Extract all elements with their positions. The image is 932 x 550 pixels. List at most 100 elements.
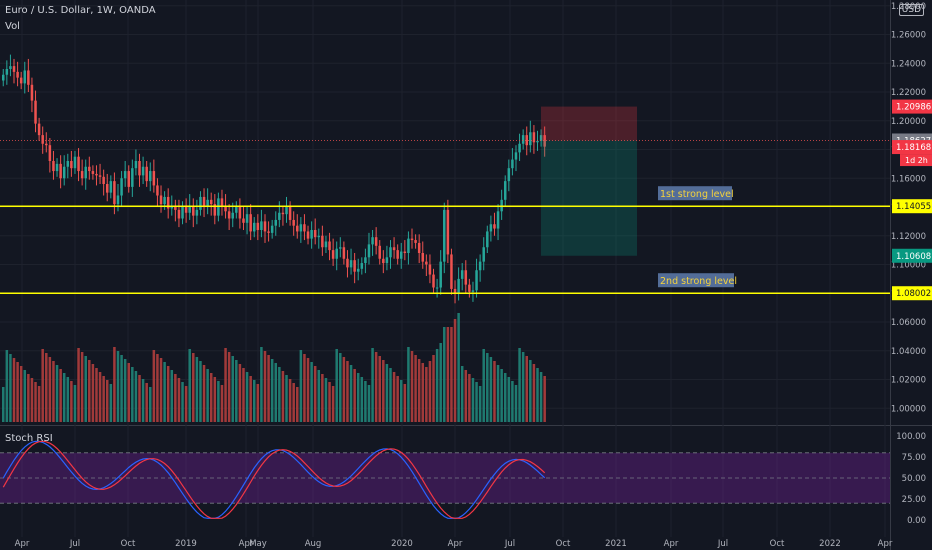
candle-body — [249, 214, 252, 232]
volume-bar — [227, 352, 231, 422]
candle-body — [371, 237, 374, 245]
candle-body — [19, 77, 23, 84]
volume-bar — [382, 360, 385, 422]
candle-body — [536, 140, 539, 143]
candle-body — [195, 209, 199, 216]
volume-bar — [181, 382, 184, 422]
volume-bar — [120, 355, 123, 422]
candle-body — [335, 248, 338, 259]
volume-bar — [443, 327, 446, 422]
volume-bar — [274, 363, 278, 422]
candle-body — [475, 270, 478, 291]
candle-body — [260, 221, 263, 230]
volume-bar — [66, 377, 70, 422]
volume-bar — [170, 370, 174, 422]
candle-body — [278, 212, 281, 220]
candle-body — [5, 69, 9, 75]
candle-body — [70, 161, 73, 169]
volume-bar — [425, 367, 428, 422]
candle-body — [163, 196, 166, 205]
volume-bar — [446, 327, 450, 422]
candle-body — [532, 132, 536, 143]
candle-body — [12, 66, 16, 72]
volume-bar — [543, 376, 546, 422]
volume-bar — [84, 356, 87, 422]
candle-body — [141, 166, 145, 176]
candle-body — [385, 257, 389, 264]
currency-button[interactable]: USD — [898, 4, 924, 16]
price-tick-label: 1.24000 — [891, 59, 926, 69]
candle-body — [317, 235, 321, 238]
volume-bar — [399, 380, 403, 422]
time-tick-label: Oct — [121, 539, 136, 549]
candle-body — [77, 156, 80, 172]
countdown-tag — [900, 154, 932, 167]
candle-body — [324, 241, 328, 248]
volume-bar — [385, 364, 389, 422]
candle-body — [453, 288, 457, 294]
volume-label: Vol — [5, 21, 20, 32]
candle-body — [149, 171, 152, 182]
time-tick-label: 2020 — [391, 539, 413, 549]
volume-bar — [507, 377, 511, 422]
candle-body — [432, 274, 435, 288]
volume-bar — [52, 361, 55, 422]
candle-body — [349, 260, 353, 268]
level-label-box — [658, 186, 732, 201]
candle-body — [346, 258, 349, 268]
candle-body — [292, 219, 295, 226]
volume-bar — [313, 366, 317, 422]
candle-body — [199, 196, 202, 210]
candle-body — [231, 212, 234, 219]
candle-body — [27, 70, 30, 85]
volume-bar — [177, 378, 181, 422]
candle-body — [156, 185, 159, 196]
rsi-line-d — [2, 440, 546, 519]
volume-bar — [450, 327, 453, 422]
candle-body — [464, 270, 468, 285]
volume-bar — [127, 363, 131, 422]
rsi-tick-label: 25.00 — [902, 495, 926, 505]
candle-body — [73, 156, 77, 169]
volume-bar — [281, 371, 285, 422]
candle-body — [539, 135, 543, 141]
volume-bar — [145, 383, 148, 422]
level-price-tag-text: 1.08002 — [896, 289, 931, 299]
candle-body — [174, 207, 177, 210]
candle-body — [263, 221, 267, 232]
candle-body — [299, 224, 303, 232]
candle-body — [184, 207, 188, 213]
stoch-rsi-label: Stoch RSI — [5, 433, 53, 444]
candle-body — [471, 290, 475, 292]
candle-body — [66, 161, 70, 167]
candle-body — [446, 209, 450, 255]
candle-body — [342, 247, 346, 259]
volume-bar — [5, 350, 9, 422]
volume-bar — [174, 374, 177, 422]
candle-body — [159, 195, 163, 205]
candle-body — [310, 230, 313, 239]
level-price-tag-text: 1.14055 — [896, 202, 931, 212]
candle-body — [23, 70, 27, 84]
price-tick-label: 1.02000 — [891, 376, 926, 386]
volume-bar — [238, 364, 242, 422]
candle-body — [227, 211, 231, 219]
volume-bar — [353, 369, 356, 422]
volume-bar — [335, 349, 338, 422]
volume-bar — [503, 373, 507, 422]
volume-bar — [374, 352, 378, 422]
level-label: 1st strong level — [660, 189, 734, 200]
time-tick-label: Apr — [664, 539, 679, 549]
volume-bar — [260, 347, 263, 422]
candle-body — [98, 175, 102, 177]
volume-bar — [306, 358, 310, 422]
candle-body — [468, 284, 471, 292]
volume-bar — [518, 348, 521, 422]
volume-bar — [324, 378, 328, 422]
volume-bar — [511, 381, 514, 422]
volume-bar — [521, 352, 525, 422]
volume-bar — [23, 370, 27, 422]
volume-bar — [371, 348, 374, 422]
candle-body — [378, 245, 381, 259]
